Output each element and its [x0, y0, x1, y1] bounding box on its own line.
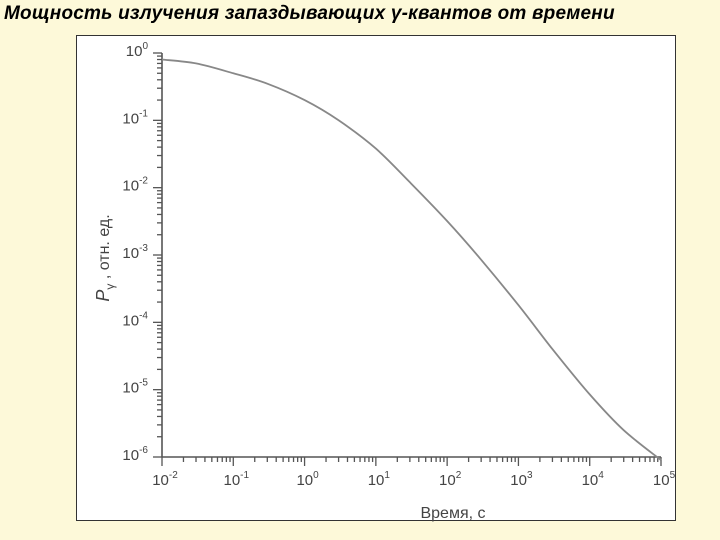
chart-panel: 10-2 10-1 100 101 102 103 104 105 100 10-1 10-2 10-… — [76, 35, 676, 522]
x-tick-label: 10-2 — [152, 470, 178, 489]
y-axis-separator: , — [96, 270, 113, 283]
y-tick-label: 10-1 — [122, 108, 148, 127]
x-tick-label: 100 — [296, 470, 319, 489]
tick-labels-layer: 10-2 10-1 100 101 102 103 104 10510010-110-210-… — [122, 41, 675, 489]
y-tick-label: 10-4 — [122, 310, 148, 329]
x-tick-label: 102 — [439, 470, 462, 489]
y-tick-label: 100 — [126, 41, 149, 60]
x-tick-label: 105 — [653, 470, 676, 489]
axes-layer — [161, 53, 661, 458]
series-line-0 — [161, 58, 662, 461]
x-tick-label: 103 — [510, 470, 533, 489]
x-axis-title: Время, с — [420, 505, 485, 522]
x-tick-label: 104 — [582, 470, 605, 489]
chart-svg: 10-2 10-1 100 101 102 103 104 10510010-110-210-… — [93, 41, 676, 522]
y-axis-unit: отн. ед. — [96, 214, 113, 270]
slide-title: Мощность излучения запаздывающих γ-квант… — [4, 3, 615, 24]
y-tick-label: 10-6 — [122, 445, 148, 464]
series-layer — [161, 58, 662, 461]
y-axis-subscript: γ — [103, 284, 117, 290]
y-axis-symbol: P — [93, 290, 113, 302]
ticks-layer — [153, 52, 662, 466]
y-tick-label: 10-2 — [122, 176, 148, 195]
y-tick-label: 10-5 — [122, 378, 148, 397]
x-tick-label: 10-1 — [223, 470, 249, 489]
svg-text:Pγ , отн. ед.: Pγ , отн. ед. — [93, 214, 117, 301]
y-axis-title: Pγ , отн. ед. — [93, 214, 117, 301]
x-tick-label: 101 — [368, 470, 391, 489]
y-tick-label: 10-3 — [122, 243, 148, 262]
